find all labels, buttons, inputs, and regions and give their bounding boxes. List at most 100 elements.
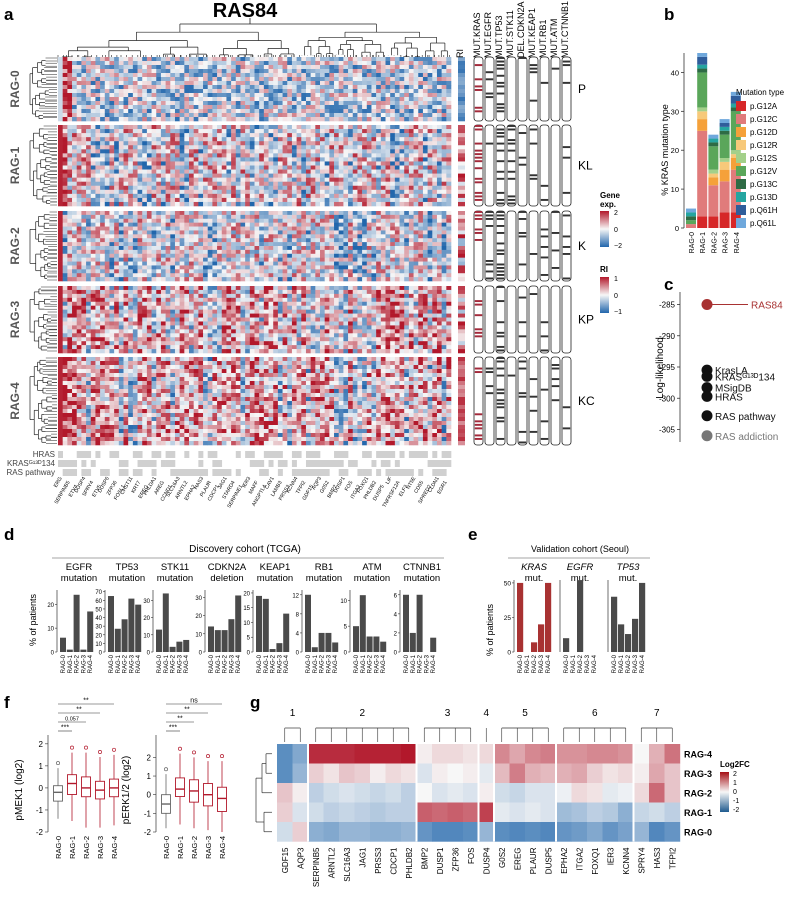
heatmap-cell — [123, 173, 129, 178]
heatmap-cell — [118, 129, 124, 134]
heatmap-cell — [441, 169, 447, 174]
heatmap-cell — [357, 222, 363, 227]
heatmap-cell — [142, 149, 148, 154]
heatmap-cell — [58, 57, 63, 62]
heatmap-cell — [291, 173, 297, 178]
heatmap-cell — [394, 141, 400, 146]
heatmap-cell — [203, 69, 209, 74]
heatmap-cell — [165, 101, 171, 106]
heatmap-cell — [118, 133, 124, 138]
heatmap-cell — [179, 153, 185, 158]
heatmap-cell — [81, 57, 87, 62]
heatmap-cell — [315, 145, 321, 150]
heatmap-cell — [160, 218, 166, 223]
heatmap-cell — [268, 226, 274, 231]
heatmap-cell — [399, 153, 405, 158]
heatmap-cell — [376, 218, 382, 223]
heatmap-cell — [198, 185, 204, 191]
heatmap-cell — [86, 249, 92, 255]
heatmap-cell — [95, 137, 101, 142]
heatmap-cell — [399, 77, 405, 82]
heatmap-cell — [235, 77, 241, 82]
heatmap-cell — [193, 65, 199, 70]
heatmap-cell — [408, 234, 414, 239]
heatmap-cell — [404, 197, 410, 203]
heatmap-cell — [142, 177, 148, 182]
heatmap-cell — [254, 265, 260, 270]
heatmap-cell — [371, 161, 377, 166]
heatmap-cell — [268, 149, 274, 154]
heatmap-cell — [394, 249, 400, 255]
heatmap-cell — [432, 125, 438, 130]
heatmap-cell — [221, 201, 227, 207]
heatmap-cell — [273, 117, 279, 122]
heatmap-cell — [394, 222, 400, 227]
heatmap-cell — [123, 149, 129, 154]
heatmap-cell — [404, 133, 410, 138]
heatmap-cell — [151, 222, 157, 227]
heatmap-cell — [436, 73, 442, 78]
heatmap-cell — [348, 129, 354, 134]
heatmap-cell — [235, 246, 241, 251]
heatmap-cell — [118, 185, 124, 191]
heatmap-cell — [189, 230, 194, 235]
heatmap-cell — [207, 253, 213, 258]
heatmap-cell — [371, 185, 377, 191]
heatmap-cell — [436, 77, 442, 82]
heatmap-cell — [235, 97, 241, 102]
heatmap-cell — [240, 289, 246, 295]
heatmap-cell — [90, 101, 96, 106]
heatmap-cell — [142, 81, 148, 86]
heatmap-cell — [114, 77, 120, 82]
heatmap-cell — [446, 189, 452, 195]
heatmap-cell — [146, 85, 152, 90]
heatmap-cell — [81, 201, 87, 207]
heatmap-cell — [160, 234, 166, 239]
heatmap-cell — [310, 249, 316, 255]
heatmap-cell — [366, 230, 372, 235]
heatmap-cell — [343, 105, 349, 110]
heatmap-cell — [301, 218, 307, 223]
heatmap-cell — [90, 61, 96, 66]
heatmap-cell — [390, 286, 396, 291]
heatmap-cell — [436, 93, 442, 98]
heatmap-cell — [427, 65, 433, 70]
heatmap-cell — [291, 133, 297, 138]
heatmap-cell — [156, 77, 162, 82]
heatmap-cell — [240, 246, 246, 251]
heatmap-cell — [86, 293, 92, 299]
heatmap-cell — [394, 137, 400, 142]
heatmap-cell — [343, 141, 349, 146]
heatmap-cell — [62, 286, 68, 291]
heatmap-cell — [268, 261, 274, 266]
heatmap-cell — [245, 246, 251, 251]
heatmap-cell — [217, 165, 223, 170]
heatmap-cell — [245, 242, 251, 247]
heatmap-cell — [90, 77, 96, 82]
heatmap-cell — [413, 249, 419, 255]
heatmap-cell — [90, 246, 96, 251]
heatmap-cell — [104, 77, 110, 82]
heatmap-cell — [291, 113, 297, 118]
heatmap-cell — [235, 185, 241, 191]
heatmap-cell — [296, 77, 302, 82]
heatmap-cell — [100, 81, 106, 86]
heatmap-cell — [72, 265, 78, 270]
heatmap-cell — [174, 101, 180, 106]
heatmap-cell — [390, 177, 396, 182]
heatmap-cell — [366, 77, 372, 82]
heatmap-cell — [446, 197, 452, 203]
heatmap-cell — [357, 173, 363, 178]
heatmap-cell — [217, 257, 223, 262]
heatmap-cell — [160, 222, 166, 227]
heatmap-cell — [189, 89, 194, 94]
heatmap-cell — [128, 211, 134, 216]
heatmap-cell — [226, 230, 232, 235]
heatmap-cell — [95, 77, 101, 82]
heatmap-cell — [268, 77, 274, 82]
heatmap-cell — [390, 165, 396, 170]
heatmap-cell — [408, 137, 414, 142]
heatmap-cell — [156, 193, 162, 199]
heatmap-cell — [413, 65, 419, 70]
heatmap-cell — [390, 185, 396, 191]
